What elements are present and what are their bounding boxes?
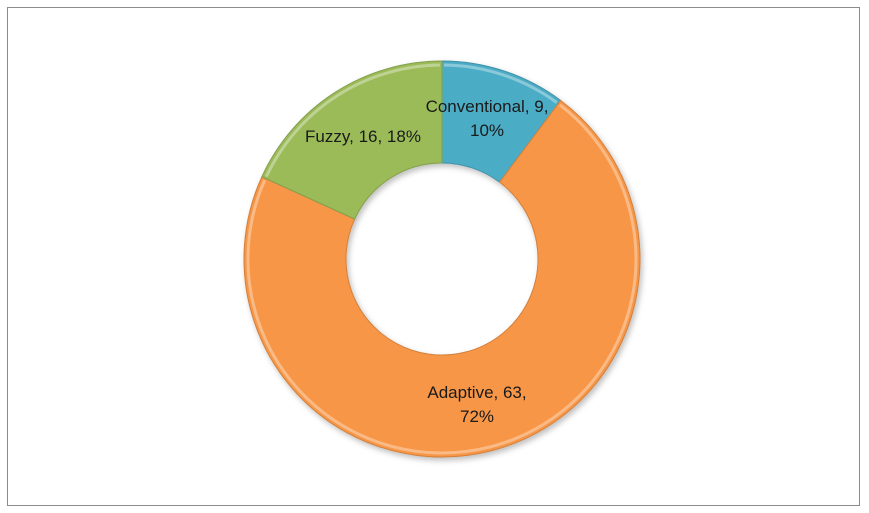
slice-highlight-conventional xyxy=(443,63,558,104)
slice-adaptive xyxy=(243,99,641,458)
data-label-line: Conventional, 9, xyxy=(426,97,549,116)
data-label-conventional: Conventional, 9, 10% xyxy=(426,97,549,140)
data-label-line: Adaptive, 63, xyxy=(427,383,526,402)
data-label-line: 72% xyxy=(460,407,494,426)
data-label-line: 10% xyxy=(470,121,504,140)
slice-highlight-fuzzy xyxy=(264,63,441,178)
slice-highlight-adaptive xyxy=(246,103,638,455)
slice-fuzzy xyxy=(261,60,443,220)
data-label-fuzzy: Fuzzy, 16, 18% xyxy=(305,127,421,146)
data-label-line: Fuzzy, 16, 18% xyxy=(305,127,421,146)
data-label-adaptive: Adaptive, 63, 72% xyxy=(427,383,526,426)
